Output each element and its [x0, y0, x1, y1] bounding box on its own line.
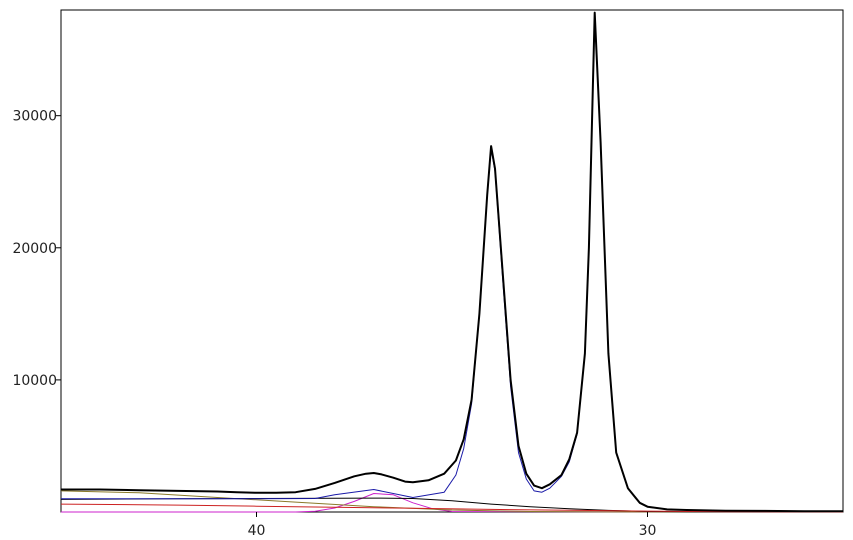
- series-layer: [60, 11, 844, 513]
- x-tick-label: 40: [248, 523, 266, 539]
- plot-frame: [60, 9, 844, 513]
- axis-layer: 10000 20000 30000 40 30: [12, 109, 656, 539]
- y-tick-label: 10000: [12, 373, 57, 389]
- series-line-5-component: [60, 503, 844, 513]
- x-tick-label: 30: [639, 523, 657, 539]
- y-tick-label: 20000: [12, 241, 57, 257]
- series-line-0-observed: [61, 11, 844, 513]
- y-tick-label: 30000: [12, 109, 57, 125]
